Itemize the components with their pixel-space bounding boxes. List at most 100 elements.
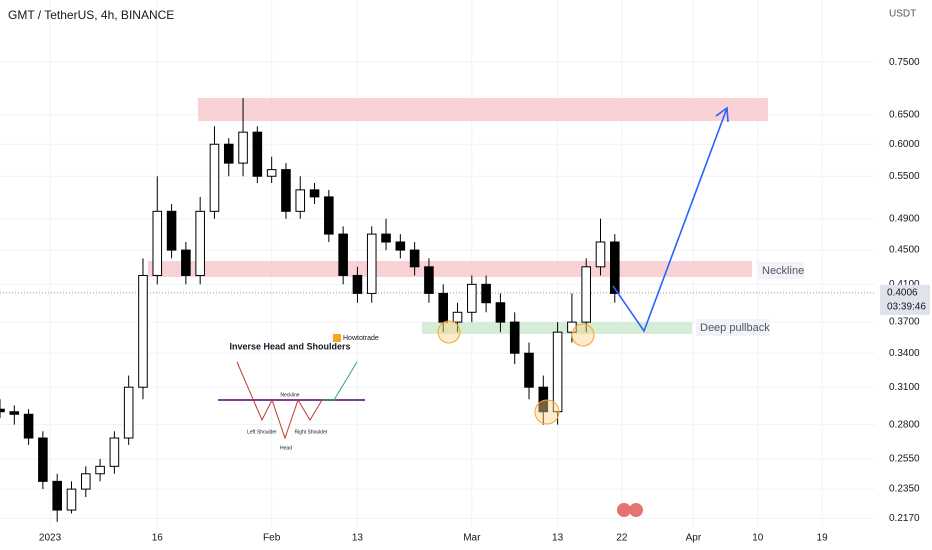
x-tick-label: 13 — [352, 533, 364, 544]
candle-body — [438, 292, 449, 323]
y-tick-label: 0.2550 — [889, 454, 920, 465]
y-tick-label: 0.2350 — [889, 484, 920, 495]
candle-body — [252, 131, 263, 177]
candle-body — [66, 488, 77, 511]
candle-body — [481, 283, 491, 304]
candle-body — [538, 386, 549, 413]
y-tick-label: 0.4900 — [889, 213, 920, 224]
y-tick-label: 0.6500 — [889, 109, 920, 120]
highlight-circle — [571, 323, 595, 347]
last-price-box — [880, 284, 930, 315]
candle-body — [123, 386, 134, 439]
candle-body — [381, 233, 391, 243]
candle-body — [581, 266, 591, 323]
arrow-head — [715, 106, 729, 123]
axes: 0.7500 0.6500 0.6000 0.5500 0.4900 0.4500 0.41… — [39, 57, 930, 544]
x-tick-label: 10 — [752, 533, 764, 544]
inset-up-path — [322, 361, 358, 401]
candle-body — [395, 241, 406, 251]
y-tick-label: 0.6000 — [889, 139, 920, 150]
candle-body — [195, 210, 205, 276]
candle-body — [452, 311, 463, 323]
y-tick-label: 0.3400 — [889, 348, 920, 359]
pullback-label: Deep pullback — [700, 322, 770, 334]
y-tick-label: 0.2170 — [889, 513, 920, 524]
candle-body — [80, 473, 91, 490]
candle-body — [166, 210, 177, 251]
x-tick-label: 13 — [552, 533, 564, 544]
label-bg — [696, 319, 770, 336]
inset: Inverse Head and Shoulders Howtotrade Ne… — [218, 334, 379, 451]
price-axis — [876, 0, 932, 550]
pullback-zone — [422, 322, 692, 334]
x-tick-label: 16 — [152, 533, 164, 544]
y-tick-label: 0.7500 — [889, 57, 920, 68]
projection-path — [612, 107, 728, 333]
inset-left: Left Shoulder — [247, 429, 277, 435]
candle-body — [138, 274, 148, 388]
candle-body — [95, 465, 105, 475]
label-bg — [758, 262, 804, 279]
inset-brand: Howtotrade — [343, 335, 379, 342]
candle-body — [366, 233, 377, 294]
inset-title: Inverse Head and Shoulders — [229, 341, 350, 351]
candle-body — [467, 283, 477, 313]
y-tick-label: 0.5500 — [889, 171, 920, 182]
candle-body — [424, 266, 434, 294]
x-tick-label: Mar — [463, 533, 481, 544]
candle-body — [309, 189, 320, 198]
highlight-circle — [437, 320, 461, 344]
x-tick-label: Apr — [686, 533, 702, 544]
candle-body — [152, 210, 163, 276]
highlight-circle — [534, 399, 560, 425]
countdown-label: 03:39:46 — [887, 302, 926, 313]
axis-unit: USDT — [889, 9, 916, 20]
neckline-zone — [148, 261, 752, 277]
candle-body — [338, 233, 348, 276]
candle-body — [552, 331, 563, 413]
candle-body — [109, 437, 120, 467]
candle-body — [23, 413, 34, 439]
candle-body — [223, 143, 234, 164]
brand-icon — [333, 334, 341, 342]
event-icon — [629, 503, 643, 517]
candle-body — [409, 249, 420, 268]
candle-body — [52, 480, 62, 511]
x-tick-label: 19 — [817, 533, 829, 544]
x-tick-label: 2023 — [39, 533, 62, 544]
event-icon — [617, 503, 631, 517]
neckline-label: Neckline — [762, 265, 804, 277]
candle-body — [295, 189, 306, 212]
y-tick-label: 0.3700 — [889, 317, 920, 328]
candle-body — [609, 241, 620, 294]
candle-body — [509, 321, 520, 354]
inset-right: Right Shoulder — [294, 429, 327, 435]
candle-body — [595, 241, 606, 268]
candle-body — [495, 302, 506, 323]
candle-body — [324, 196, 334, 235]
y-tick-label: 0.2800 — [889, 419, 920, 430]
candle-body — [209, 143, 220, 212]
x-tick-label: 22 — [616, 533, 628, 544]
y-tick-label: 0.4500 — [889, 245, 920, 256]
candle-body — [38, 437, 48, 482]
last-price-label: 0.4006 — [887, 288, 918, 299]
x-tick-label: Feb — [263, 533, 281, 544]
candle-body — [181, 249, 191, 276]
y-tick-label: 0.3100 — [889, 382, 920, 393]
candle-body — [352, 274, 363, 294]
inset-neckline-label: Neckline — [280, 392, 299, 398]
candle-body — [238, 131, 248, 164]
chart-title: GMT / TetherUS, 4h, BINANCE — [8, 8, 174, 22]
candle-body — [266, 169, 277, 177]
candle-body — [281, 169, 291, 212]
y-tick-label: 0.4100 — [889, 279, 920, 290]
candle-body — [9, 411, 20, 415]
candle-body — [524, 352, 534, 388]
inset-head: Head — [280, 445, 292, 451]
resistance-zone — [198, 98, 768, 121]
inset-down-path — [236, 361, 323, 440]
candle-body — [0, 408, 5, 413]
